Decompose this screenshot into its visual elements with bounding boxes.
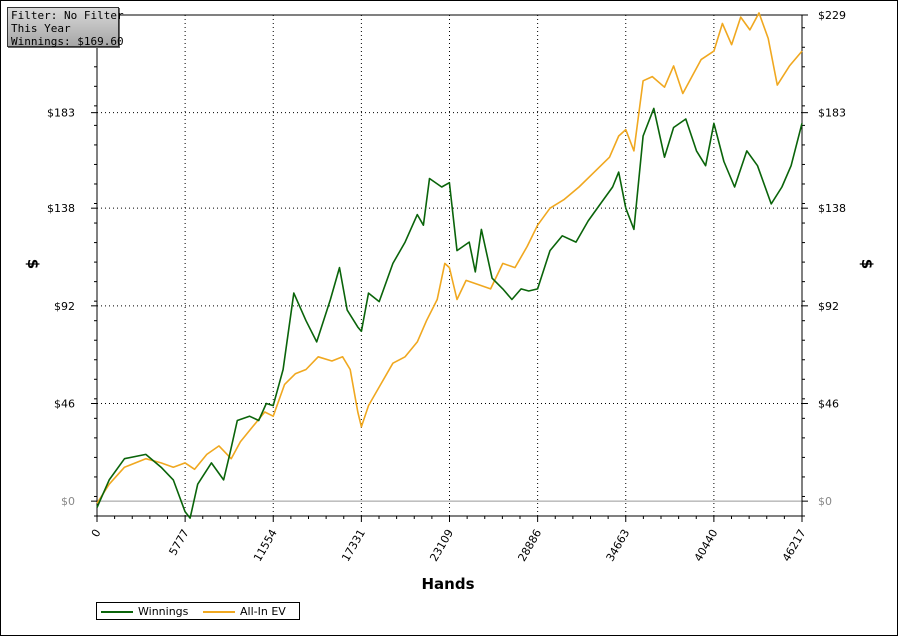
x-tick-label: 40440 xyxy=(692,527,721,564)
x-tick-label: 17331 xyxy=(339,527,368,564)
x-tick-label: 11554 xyxy=(251,527,280,564)
y-axis-title-left: $ xyxy=(24,259,42,269)
legend: Winnings All-In EV xyxy=(96,602,300,620)
legend-item-winnings: Winnings xyxy=(101,605,188,619)
y-tick-label-right: $229 xyxy=(818,9,846,22)
x-tick-label: 23109 xyxy=(427,527,456,564)
y-tick-label-left: $183 xyxy=(47,107,75,120)
x-tick-label: 5777 xyxy=(166,527,191,558)
y-tick-label-left: $92 xyxy=(54,300,75,313)
legend-swatch-allin-ev xyxy=(203,611,235,613)
y-tick-label-right: $0 xyxy=(818,495,832,508)
x-tick-label: 0 xyxy=(89,527,104,540)
x-tick-label: 28886 xyxy=(515,527,544,564)
grid-layer xyxy=(97,15,802,516)
x-tick-label: 46217 xyxy=(780,527,809,564)
series-layer xyxy=(96,12,803,519)
label-layer: Hands $ $ xyxy=(24,259,876,593)
period-text: This Year xyxy=(11,22,71,35)
y-tick-label-right: $138 xyxy=(818,202,846,215)
y-tick-label-left: $0 xyxy=(61,495,75,508)
x-tick-label: 34663 xyxy=(604,527,633,564)
legend-label-winnings: Winnings xyxy=(138,605,189,618)
x-axis-title: Hands xyxy=(421,575,474,593)
series-line-winnings xyxy=(96,107,803,519)
y-tick-label-left: $138 xyxy=(47,202,75,215)
series-line-allin-ev xyxy=(96,12,803,504)
filter-text: Filter: No Filter xyxy=(11,9,124,22)
legend-label-allin-ev: All-In EV xyxy=(240,605,286,618)
y-tick-label-right: $92 xyxy=(818,300,839,313)
y-tick-label-right: $183 xyxy=(818,107,846,120)
y-tick-label-right: $46 xyxy=(818,397,839,410)
y-axis-title-right: $ xyxy=(858,259,876,269)
legend-swatch-winnings xyxy=(101,611,133,613)
axis-layer: 0 5777 11554 17331 23109 28886 34663 40440 46217… xyxy=(47,9,846,564)
y-tick-label-left: $46 xyxy=(54,397,75,410)
filter-info-box: Filter: No Filter This Year Winnings: $1… xyxy=(7,7,124,48)
legend-item-allin-ev: All-In EV xyxy=(203,605,286,619)
winnings-total-text: Winnings: $169.60 xyxy=(11,35,124,48)
